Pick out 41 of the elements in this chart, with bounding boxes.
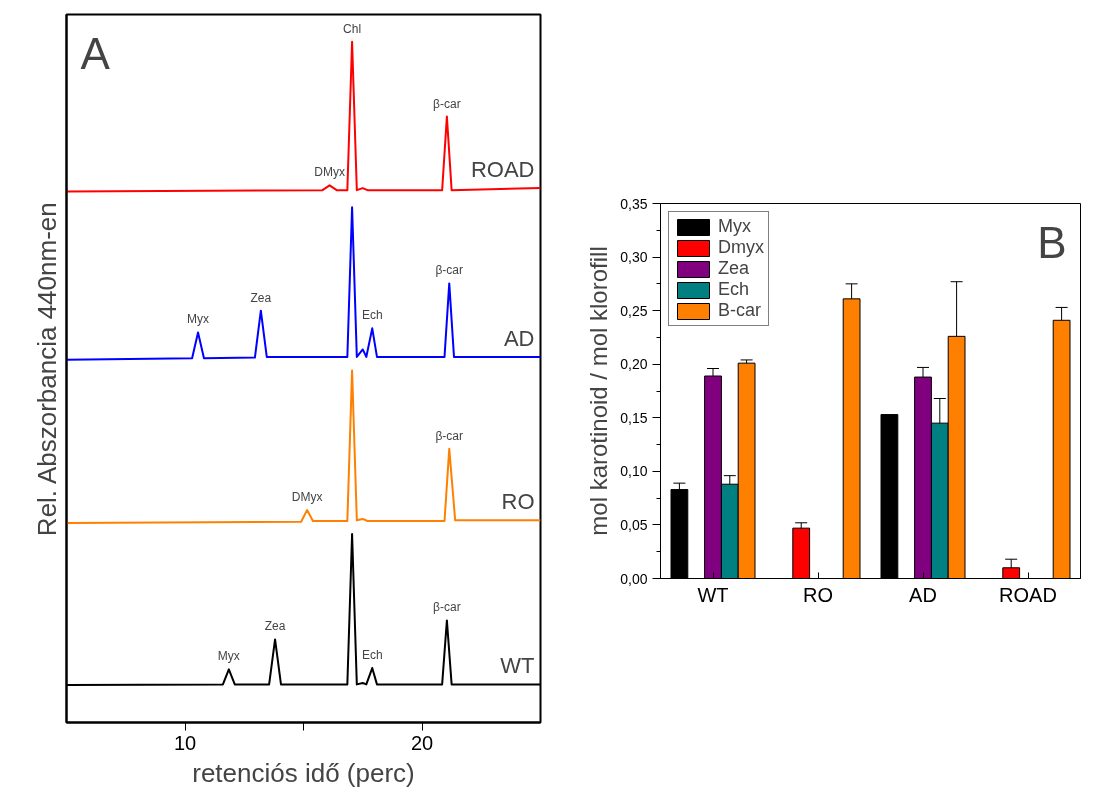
y-tick-label: 0,20: [620, 356, 648, 373]
series-label: WT: [500, 653, 535, 679]
y-tick-label: 0,25: [620, 302, 648, 319]
y-tick-label: 0,05: [620, 516, 648, 533]
annotation: β-car: [435, 263, 464, 278]
legend-label: Myx: [718, 216, 751, 237]
x-tick-label: WT: [697, 583, 729, 606]
annotation: A: [80, 28, 111, 78]
annotation: Zea: [264, 619, 286, 634]
series-label: ROAD: [470, 157, 535, 183]
annotation: DMyx: [291, 490, 323, 505]
annotation: β-car: [433, 600, 461, 615]
x-tick-label: 20: [410, 731, 434, 754]
annotation: Myx: [217, 649, 240, 664]
annotation: Zea: [250, 290, 272, 305]
y-axis-title: mol karotinoid / mol klorofill: [585, 246, 613, 536]
annotation: B: [1037, 217, 1067, 267]
annotation: DMyx: [314, 165, 345, 180]
series-label: AD: [503, 325, 535, 351]
y-tick-label: 0,15: [620, 409, 648, 426]
x-tick-label: 10: [173, 731, 197, 754]
annotation: β-car: [433, 96, 461, 111]
y-tick-label: 0,35: [620, 195, 648, 212]
annotation: Ech: [361, 308, 383, 323]
x-axis-title: retenciós idő (perc): [192, 757, 415, 788]
legend-label: Dmyx: [718, 237, 764, 258]
y-axis-title: Rel. Abszorbancia 440nm-en: [31, 202, 62, 537]
legend-label: Zea: [718, 258, 750, 279]
y-tick-label: 0,10: [620, 463, 648, 480]
annotation: Ech: [361, 648, 383, 663]
y-tick-label: 0,00: [620, 570, 648, 587]
legend-label: B-car: [718, 300, 762, 321]
annotation: Chl: [343, 21, 362, 36]
x-tick-label: ROAD: [999, 583, 1057, 606]
x-tick-label: RO: [803, 583, 833, 606]
legend-label: Ech: [718, 279, 750, 300]
series-label: RO: [501, 489, 535, 515]
x-tick-label: AD: [909, 583, 937, 606]
annotation: β-car: [435, 428, 464, 443]
y-tick-label: 0,30: [620, 249, 648, 266]
annotation: Myx: [187, 312, 210, 327]
